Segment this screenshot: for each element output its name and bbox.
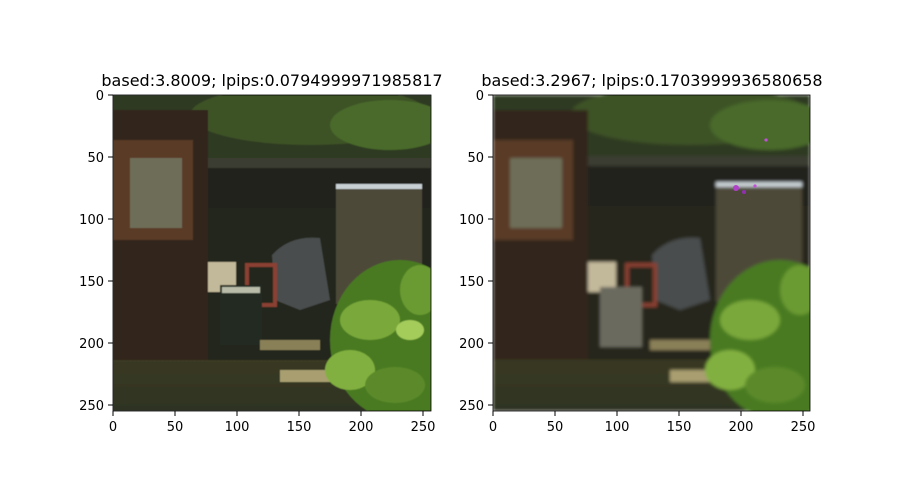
x-tick-label: 200: [349, 420, 374, 435]
x-tick-label: 250: [411, 420, 436, 435]
x-tick-label: 50: [547, 420, 564, 435]
y-tick-label: 0: [476, 89, 484, 104]
x-tick-label: 0: [489, 420, 497, 435]
x-tick-label: 150: [287, 420, 312, 435]
x-tick-label: 50: [167, 420, 184, 435]
x-tick-label: 100: [225, 420, 250, 435]
foliage: [705, 260, 810, 411]
right-x-axis: 0 50 100 150 200 250: [489, 411, 816, 435]
y-tick-label: 250: [79, 399, 104, 414]
left-image: [113, 95, 431, 411]
x-tick-label: 150: [667, 420, 692, 435]
y-tick-label: 100: [459, 213, 484, 228]
x-tick-label: 200: [729, 420, 754, 435]
y-tick-label: 150: [459, 275, 484, 290]
y-tick-label: 50: [467, 151, 484, 166]
x-tick-label: 100: [605, 420, 630, 435]
y-tick-label: 200: [79, 337, 104, 352]
right-image: [493, 95, 810, 411]
right-panel-title: based:3.2967; lpips:0.1703999936580658: [481, 71, 822, 90]
y-tick-label: 250: [459, 399, 484, 414]
left-y-axis: 0 50 100 150 200 250: [79, 89, 113, 414]
left-x-axis: 0 50 100 150 200 250: [109, 411, 436, 435]
right-panel: based:3.2967; lpips:0.1703999936580658: [459, 71, 822, 435]
y-tick-label: 100: [79, 213, 104, 228]
x-tick-label: 250: [791, 420, 816, 435]
artifact-marks: [733, 138, 768, 194]
y-tick-label: 150: [79, 275, 104, 290]
y-tick-label: 0: [96, 89, 104, 104]
y-tick-label: 200: [459, 337, 484, 352]
right-y-axis: 0 50 100 150 200 250: [459, 89, 493, 414]
x-tick-label: 0: [109, 420, 117, 435]
left-panel: based:3.8009; lpips:0.0794999971985817: [79, 71, 442, 435]
foliage: [325, 260, 431, 411]
left-panel-title: based:3.8009; lpips:0.0794999971985817: [101, 71, 442, 90]
y-tick-label: 50: [87, 151, 104, 166]
